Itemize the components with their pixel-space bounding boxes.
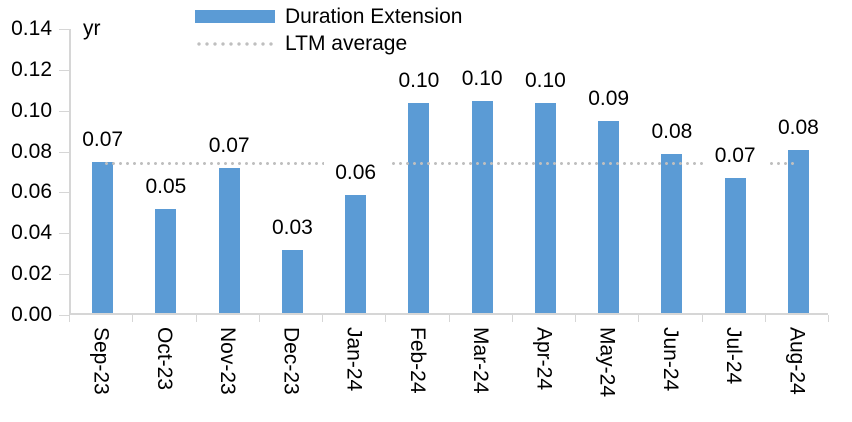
x-axis-label: Jul-24 bbox=[722, 327, 746, 385]
y-axis-tick-label: 0.06 bbox=[11, 180, 52, 204]
x-axis-tick-mark bbox=[258, 315, 260, 322]
bar-apr-24 bbox=[534, 102, 556, 313]
legend-item-duration-extension: Duration Extension bbox=[195, 3, 462, 30]
ltm-average-line bbox=[102, 161, 799, 165]
y-axis-tick-mark bbox=[59, 192, 69, 194]
y-axis-tick-label: 0.10 bbox=[11, 98, 52, 122]
y-axis-tick-label: 0.02 bbox=[11, 262, 52, 286]
bar-value-label: 0.07 bbox=[197, 133, 262, 158]
bar-nov-23 bbox=[218, 167, 240, 313]
bar-value-label: 0.10 bbox=[513, 68, 578, 93]
y-axis-tick-label: 0.14 bbox=[11, 17, 52, 40]
x-axis-tick-mark bbox=[69, 315, 70, 322]
bar-value-label: 0.06 bbox=[323, 160, 388, 185]
bar-value-label: 0.08 bbox=[639, 119, 704, 144]
y-axis-tick-mark bbox=[59, 315, 69, 316]
x-axis-tick-mark bbox=[828, 315, 829, 322]
bar-jun-24 bbox=[661, 153, 683, 313]
bar-value-label: 0.07 bbox=[703, 144, 768, 169]
x-axis-label: Jan-24 bbox=[342, 327, 366, 392]
y-axis-tick-mark bbox=[59, 29, 69, 30]
bar-feb-24 bbox=[408, 102, 430, 313]
chart-legend: Duration Extension LTM average bbox=[195, 3, 462, 57]
y-axis-tick-mark bbox=[59, 69, 69, 71]
bar-aug-24 bbox=[787, 149, 809, 313]
dotted-line-swatch-icon bbox=[195, 41, 275, 46]
y-axis-tick-label: 0.12 bbox=[11, 57, 52, 81]
x-axis-tick-mark bbox=[195, 315, 197, 322]
bar-value-label: 0.03 bbox=[260, 215, 325, 240]
x-axis-tick-mark bbox=[575, 315, 576, 322]
bar-value-label: 0.05 bbox=[133, 174, 198, 199]
bar-oct-23 bbox=[155, 208, 177, 313]
x-axis-label: Apr-24 bbox=[532, 327, 556, 391]
bar-mar-24 bbox=[471, 100, 493, 313]
x-axis-label: Feb-24 bbox=[405, 327, 429, 394]
x-axis-tick-mark bbox=[701, 315, 703, 322]
bar-may-24 bbox=[598, 120, 620, 313]
bar-jan-24 bbox=[345, 194, 367, 313]
legend-label-duration-extension: Duration Extension bbox=[285, 5, 463, 28]
y-axis-tick-label: 0.08 bbox=[11, 139, 52, 163]
y-axis-tick-mark bbox=[59, 233, 69, 235]
bar-value-label: 0.07 bbox=[70, 127, 135, 152]
bar-value-label: 0.10 bbox=[450, 66, 515, 91]
x-axis-tick-mark bbox=[322, 315, 323, 322]
x-axis-label: Jun-24 bbox=[658, 327, 682, 392]
x-axis-tick-mark bbox=[132, 315, 134, 322]
y-axis-tick-mark bbox=[59, 151, 69, 153]
bar-series-swatch-icon bbox=[195, 10, 275, 23]
legend-item-ltm-average: LTM average bbox=[195, 30, 462, 57]
x-axis-label: Mar-24 bbox=[469, 327, 493, 394]
legend-label-ltm-average: LTM average bbox=[285, 32, 408, 55]
x-axis-tick-mark bbox=[511, 315, 513, 322]
bar-dec-23 bbox=[281, 249, 303, 313]
bar-jul-24 bbox=[724, 178, 746, 313]
x-axis-tick-mark bbox=[448, 315, 450, 322]
x-axis-tick-mark bbox=[638, 315, 640, 322]
bar-sep-23 bbox=[92, 161, 114, 313]
x-axis-label: Dec-23 bbox=[279, 327, 303, 395]
bar-value-label: 0.08 bbox=[766, 115, 831, 140]
x-axis-label: Nov-23 bbox=[216, 327, 240, 395]
y-axis-tick-mark bbox=[59, 274, 69, 276]
x-axis-tick-mark bbox=[764, 315, 766, 322]
x-axis-tick-mark bbox=[385, 315, 387, 322]
plot-area: 0.07 0.05 0.07 0.03 0.06 0.10 0.10 0.10 0.09 0.08… bbox=[69, 29, 831, 315]
x-axis-label: Aug-24 bbox=[785, 327, 809, 395]
x-axis-label: May-24 bbox=[595, 327, 619, 398]
x-axis-label: Sep-23 bbox=[89, 327, 113, 395]
x-axis-label: Oct-23 bbox=[152, 327, 176, 391]
y-axis-tick-mark bbox=[59, 110, 69, 112]
bar-value-label: 0.10 bbox=[386, 68, 451, 93]
y-axis-tick-label: 0.00 bbox=[11, 303, 52, 326]
y-axis-unit-label: yr bbox=[83, 17, 101, 40]
y-axis-tick-label: 0.04 bbox=[11, 221, 52, 245]
bar-value-label: 0.09 bbox=[576, 86, 641, 111]
